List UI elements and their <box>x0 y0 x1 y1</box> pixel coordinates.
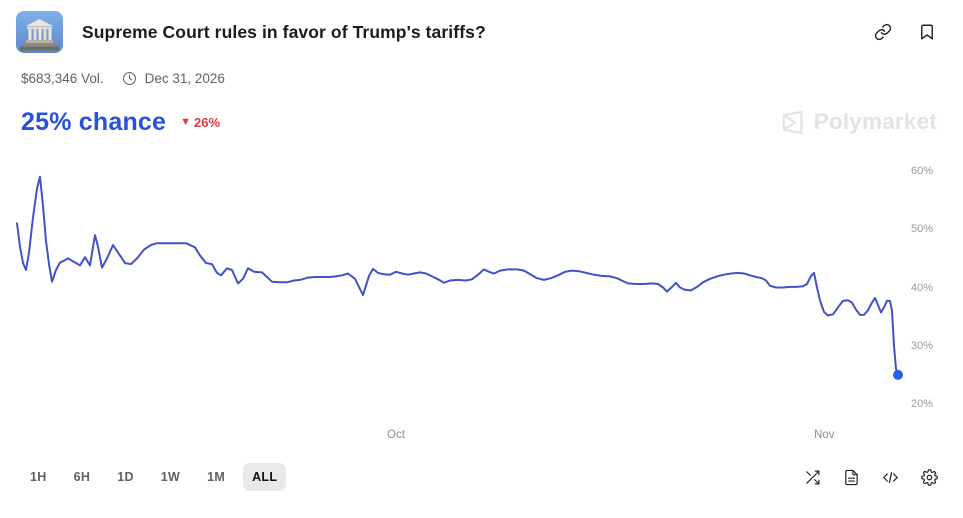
y-tick-label: 30% <box>910 339 933 352</box>
end-date-label: Dec 31, 2026 <box>144 71 225 86</box>
x-tick-label: Nov <box>814 429 835 441</box>
chance-row: 25% chance ▼ 26% Polymarket <box>21 104 937 140</box>
probability-chart[interactable]: 60% 50% 40% 30% 20% Oct Nov <box>0 150 963 462</box>
polymarket-wordmark: Polymarket <box>813 109 937 134</box>
range-button-all[interactable]: ALL <box>243 463 287 491</box>
range-button-1w[interactable]: 1W <box>152 463 189 491</box>
chance-change-value: 26% <box>194 114 221 130</box>
bookmark-icon[interactable] <box>917 22 937 42</box>
document-icon[interactable] <box>841 467 861 487</box>
down-triangle-icon: ▼ <box>180 115 192 128</box>
x-tick-label: Oct <box>387 429 405 441</box>
polymarket-logo-icon <box>782 110 803 134</box>
range-button-1h[interactable]: 1H <box>21 463 56 491</box>
price-line <box>16 175 899 376</box>
y-tick-label: 60% <box>910 165 933 177</box>
current-price-dot <box>893 369 903 380</box>
stats-row: $683,346 Vol. Dec 31, 2026 <box>21 71 225 86</box>
settings-icon[interactable] <box>919 467 939 487</box>
market-thumbnail <box>16 11 63 53</box>
polymarket-watermark: Polymarket <box>779 109 937 136</box>
volume-label: $683,346 Vol. <box>21 71 104 86</box>
footer-icons <box>802 467 939 487</box>
supreme-court-building-icon <box>20 19 59 51</box>
y-tick-label: 40% <box>910 281 933 294</box>
market-title: Supreme Court rules in favor of Trump's … <box>82 21 486 42</box>
link-icon[interactable] <box>873 22 893 42</box>
embed-code-icon[interactable] <box>880 467 900 487</box>
range-button-6h[interactable]: 6H <box>65 463 100 491</box>
header: Supreme Court rules in favor of Trump's … <box>16 10 937 54</box>
chart-toolbar: 1H 6H 1D 1W 1M ALL <box>21 461 939 493</box>
header-actions <box>873 22 937 42</box>
chance-change: ▼ 26% <box>180 115 220 130</box>
range-button-1d[interactable]: 1D <box>108 463 143 491</box>
range-button-1m[interactable]: 1M <box>198 463 234 491</box>
chart-line-plot[interactable] <box>0 150 963 462</box>
time-range-selector: 1H 6H 1D 1W 1M ALL <box>21 463 287 491</box>
y-tick-label: 20% <box>910 398 933 410</box>
shuffle-icon[interactable] <box>802 467 822 487</box>
y-tick-label: 50% <box>910 223 933 236</box>
chance-value: 25% chance <box>21 107 167 136</box>
clock-icon <box>122 71 137 86</box>
